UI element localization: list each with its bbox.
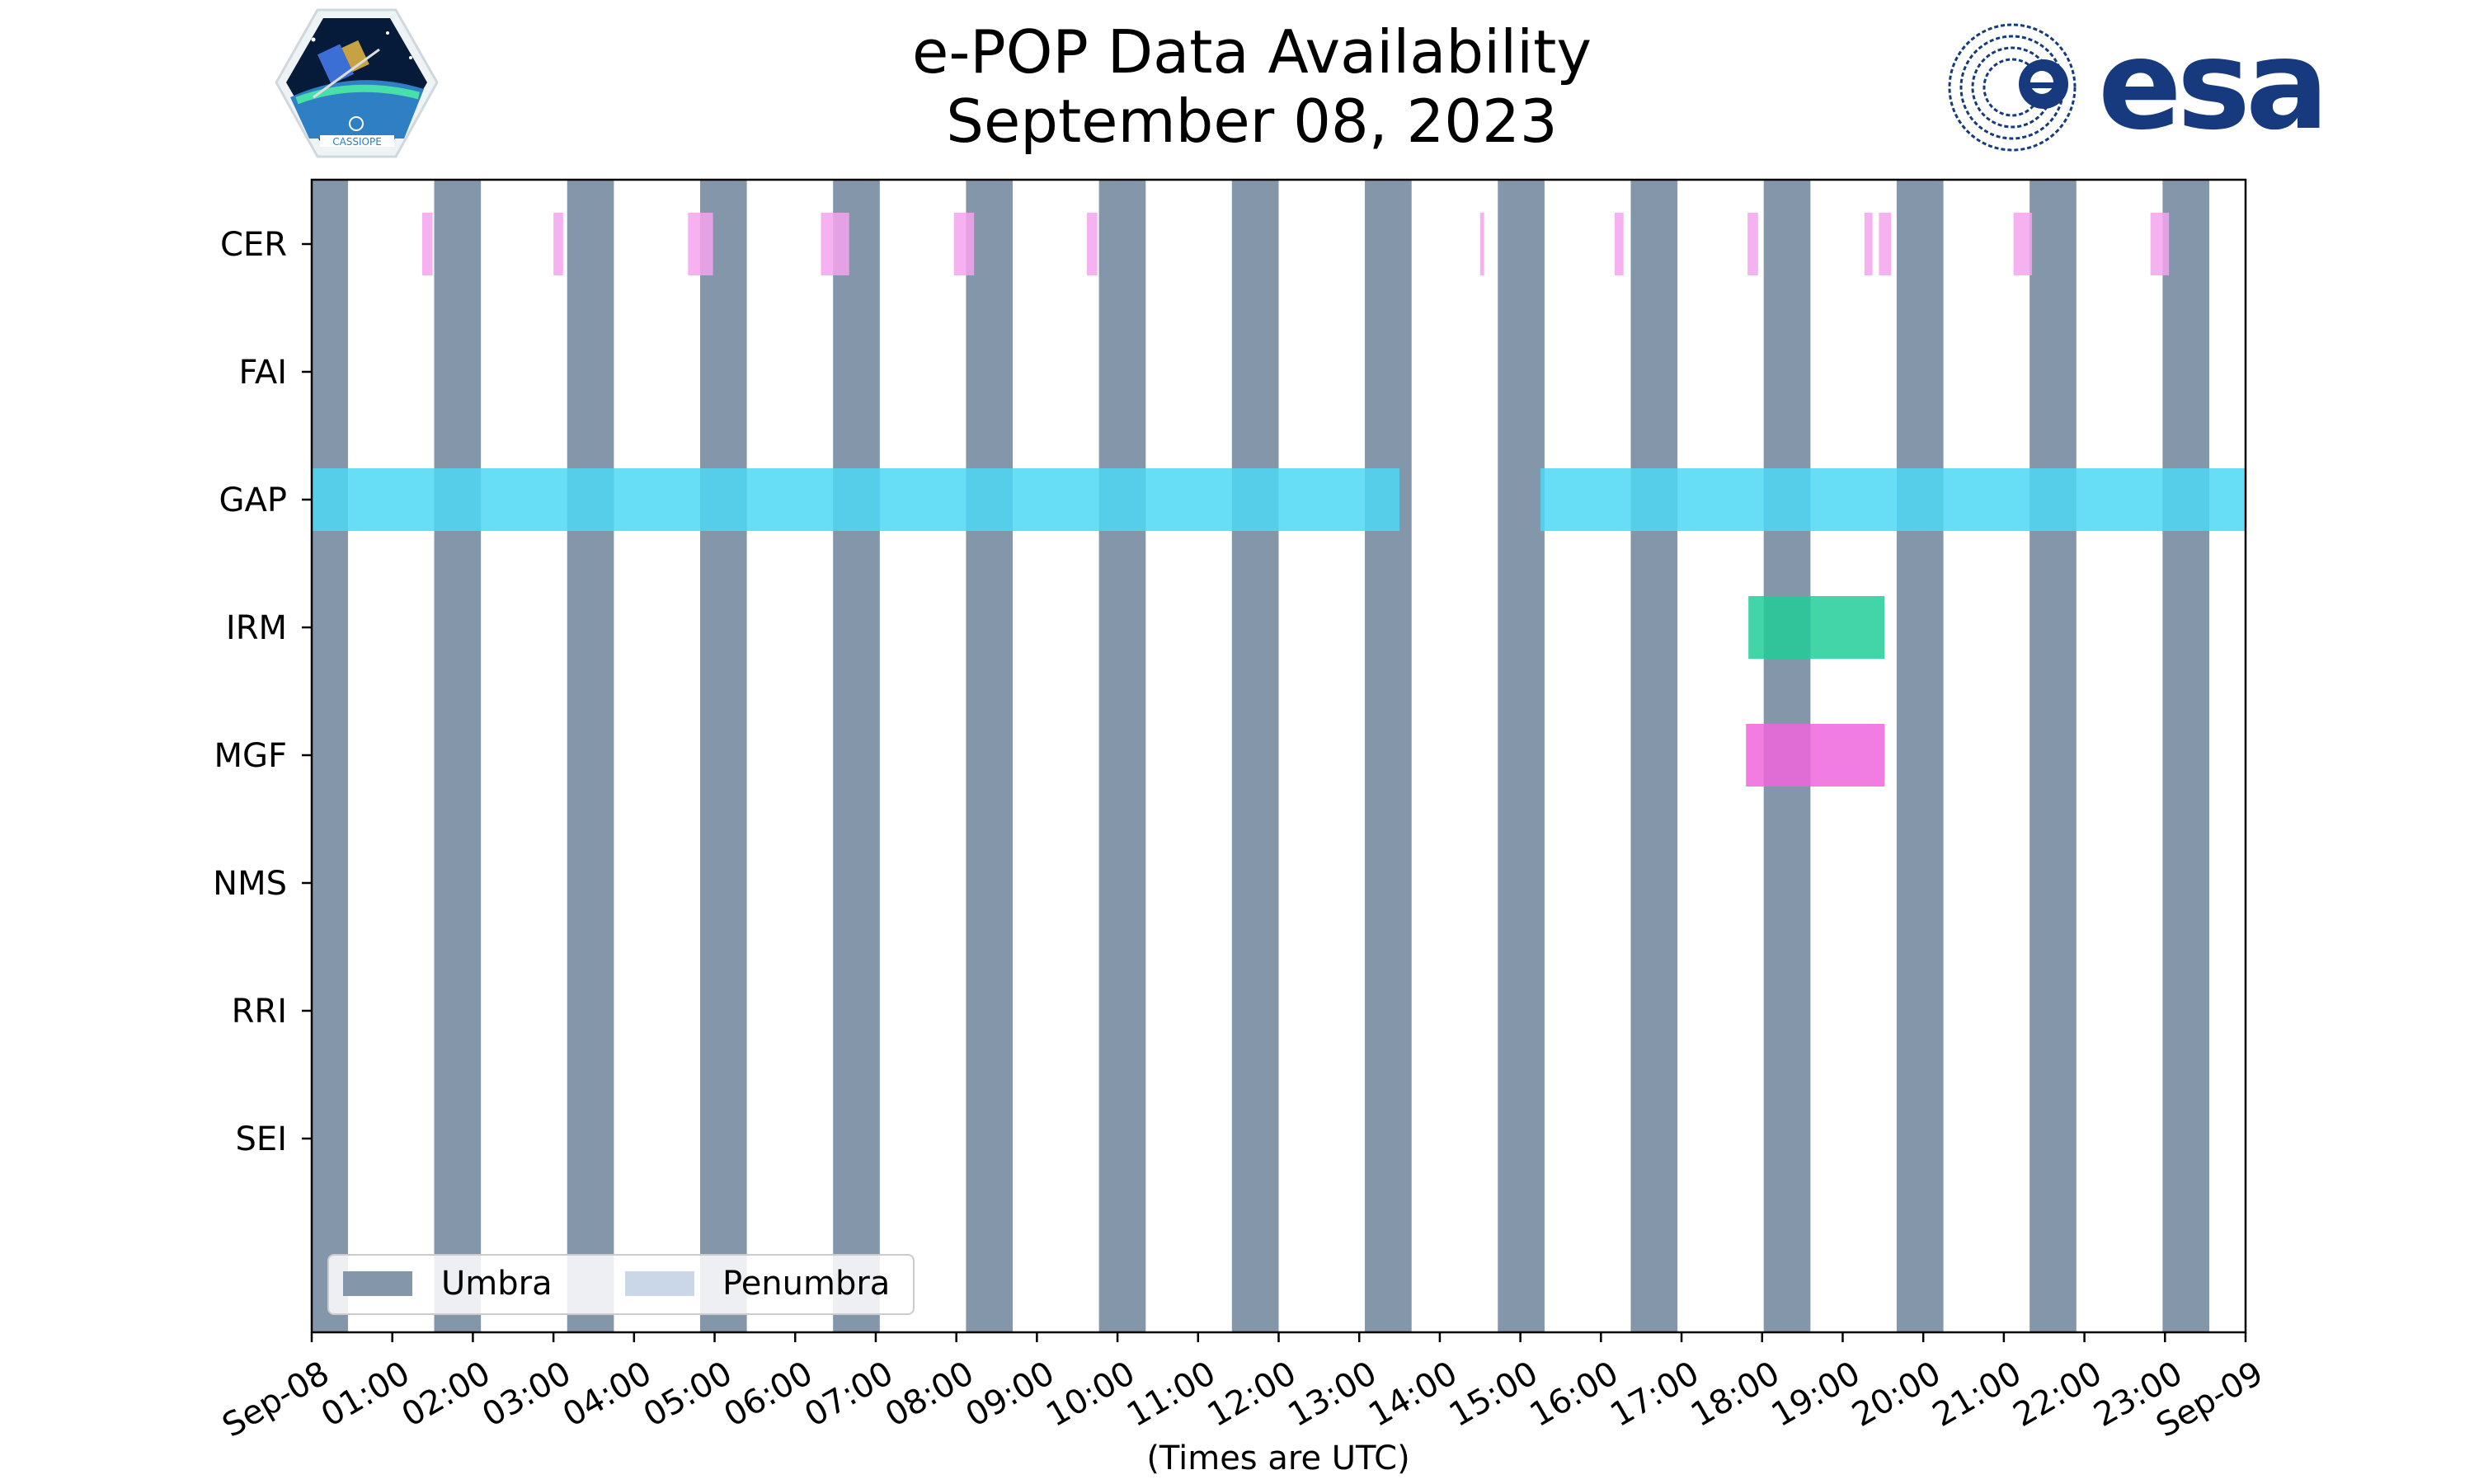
y-tick-label-gap: GAP bbox=[219, 481, 287, 519]
umbra-band bbox=[833, 180, 880, 1332]
chart-title-line-1: e-POP Data Availability bbox=[912, 17, 1592, 87]
y-tick-label-mgf: MGF bbox=[214, 737, 287, 775]
x-tick-label: 06:00 bbox=[717, 1355, 819, 1435]
x-axis: Sep-0801:0002:0003:0004:0005:0006:0007:0… bbox=[216, 1332, 2269, 1445]
x-tick-label: 05:00 bbox=[637, 1355, 739, 1435]
cassiope-caption: CASSIOPE bbox=[332, 136, 382, 148]
umbra-band bbox=[1498, 180, 1545, 1332]
x-tick-label: 14:00 bbox=[1362, 1355, 1464, 1435]
cassiope-logo: CASSIOPE bbox=[275, 8, 439, 158]
availability-bar-cer bbox=[1864, 213, 1873, 275]
availability-bar-gap bbox=[1540, 468, 2246, 531]
chart-title-line-2: September 08, 2023 bbox=[946, 87, 1557, 156]
legend-box bbox=[327, 1254, 915, 1315]
availability-bar-cer bbox=[2013, 213, 2033, 275]
umbra-band bbox=[1630, 180, 1678, 1332]
x-tick-label: 08:00 bbox=[879, 1355, 981, 1435]
umbra-band bbox=[1098, 180, 1146, 1332]
umbra-band bbox=[567, 180, 614, 1332]
legend-label-umbra: Umbra bbox=[441, 1265, 553, 1303]
availability-bars bbox=[312, 213, 2246, 787]
umbra-band bbox=[312, 180, 348, 1332]
x-tick-label: 22:00 bbox=[2007, 1355, 2109, 1435]
esa-wordmark: esa bbox=[2098, 14, 2324, 157]
umbra-band bbox=[1896, 180, 1944, 1332]
esa-logo: esa bbox=[1948, 14, 2329, 157]
availability-bar-cer bbox=[1479, 213, 1484, 275]
x-tick-label: 09:00 bbox=[960, 1355, 1061, 1435]
y-axis: CER FAI GAP IRM MGF NMS RRI SEI bbox=[213, 226, 312, 1158]
availability-bar-mgf bbox=[1746, 724, 1885, 787]
umbra-bands bbox=[312, 180, 2210, 1332]
availability-bar-cer bbox=[1614, 213, 1624, 275]
availability-bar-cer bbox=[553, 213, 563, 275]
availability-bar-cer bbox=[2150, 213, 2170, 275]
x-tick-label: 01:00 bbox=[315, 1355, 416, 1435]
availability-bar-gap bbox=[312, 468, 1400, 531]
y-tick-label-irm: IRM bbox=[226, 609, 287, 647]
umbra-band bbox=[699, 180, 747, 1332]
availability-bar-cer bbox=[421, 213, 433, 275]
y-tick-label-nms: NMS bbox=[213, 865, 287, 903]
availability-bar-cer bbox=[821, 213, 849, 275]
umbra-band bbox=[1365, 180, 1412, 1332]
availability-bar-cer bbox=[1747, 213, 1758, 275]
umbra-band bbox=[966, 180, 1014, 1332]
availability-bar-irm bbox=[1748, 596, 1885, 659]
umbra-band bbox=[2030, 180, 2077, 1332]
x-tick-label: 20:00 bbox=[1846, 1355, 1947, 1435]
x-tick-label: 13:00 bbox=[1282, 1355, 1383, 1435]
x-tick-label: 11:00 bbox=[1121, 1355, 1222, 1435]
x-axis-label: (Times are UTC) bbox=[1146, 1439, 1409, 1477]
x-tick-label: 03:00 bbox=[476, 1355, 577, 1435]
umbra-band bbox=[2162, 180, 2210, 1332]
legend-label-penumbra: Penumbra bbox=[722, 1265, 890, 1303]
x-tick-label: 10:00 bbox=[1040, 1355, 1141, 1435]
availability-bar-cer bbox=[1086, 213, 1098, 275]
y-tick-label-cer: CER bbox=[220, 226, 287, 264]
x-tick-label: 02:00 bbox=[396, 1355, 497, 1435]
x-tick-label: 18:00 bbox=[1685, 1355, 1786, 1435]
umbra-band bbox=[1231, 180, 1279, 1332]
legend: Umbra Penumbra bbox=[327, 1254, 915, 1315]
x-tick-label: 07:00 bbox=[798, 1355, 900, 1435]
y-tick-label-sei: SEI bbox=[236, 1120, 287, 1158]
x-tick-label: 04:00 bbox=[557, 1355, 658, 1435]
x-tick-label: 15:00 bbox=[1443, 1355, 1545, 1435]
legend-swatch-penumbra bbox=[625, 1271, 694, 1296]
x-tick-label: 19:00 bbox=[1766, 1355, 1867, 1435]
umbra-band bbox=[434, 180, 482, 1332]
availability-bar-cer bbox=[688, 213, 713, 275]
x-tick-label: 21:00 bbox=[1926, 1355, 2028, 1435]
y-tick-label-fai: FAI bbox=[239, 354, 288, 392]
y-tick-label-rri: RRI bbox=[232, 993, 287, 1031]
x-tick-label: 12:00 bbox=[1202, 1355, 1303, 1435]
legend-swatch-umbra bbox=[343, 1271, 412, 1296]
x-tick-label: 16:00 bbox=[1523, 1355, 1625, 1435]
x-tick-label: 17:00 bbox=[1604, 1355, 1705, 1435]
availability-bar-cer bbox=[953, 213, 975, 275]
availability-bar-cer bbox=[1879, 213, 1892, 275]
